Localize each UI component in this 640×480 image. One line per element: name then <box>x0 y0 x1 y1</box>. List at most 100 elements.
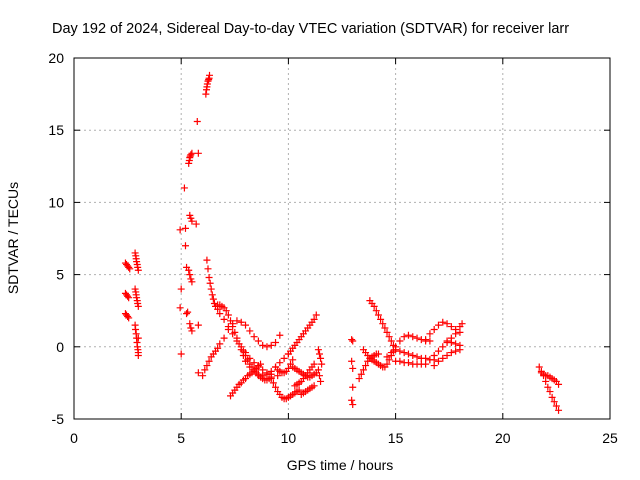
data-point <box>426 356 434 364</box>
series-arc-13.8 <box>359 346 387 371</box>
plot-frame <box>73 57 611 420</box>
data-point <box>272 383 280 391</box>
data-point <box>263 343 271 351</box>
series-arc-10.3 <box>284 311 320 358</box>
data-point <box>235 340 243 348</box>
data-point <box>205 357 213 365</box>
data-point <box>400 333 408 341</box>
data-point <box>125 294 133 302</box>
data-point <box>377 315 385 323</box>
data-point <box>177 285 185 293</box>
data-point <box>434 321 442 329</box>
data-point <box>192 220 200 228</box>
data-point <box>186 320 194 328</box>
data-point <box>359 366 367 374</box>
data-point <box>193 118 201 126</box>
series-arc-22.0 <box>535 363 563 414</box>
data-point <box>199 372 207 380</box>
data-point <box>374 311 382 319</box>
data-point <box>242 351 250 359</box>
data-point <box>387 337 395 345</box>
data-point <box>357 370 365 378</box>
data-point <box>227 317 235 325</box>
data-point <box>385 333 393 341</box>
data-point <box>124 312 132 320</box>
data-point <box>229 323 237 331</box>
data-point <box>452 340 460 348</box>
data-point <box>546 388 554 396</box>
data-point <box>348 336 356 344</box>
series-arc-5.2 <box>180 184 192 318</box>
data-point <box>544 383 552 391</box>
data-point <box>552 402 560 410</box>
y-tick-label: 10 <box>48 194 64 210</box>
data-point <box>224 325 232 333</box>
data-point <box>207 285 215 293</box>
data-point <box>422 336 430 344</box>
series-arc-11.5 <box>314 346 326 385</box>
data-point <box>555 380 563 388</box>
data-point <box>426 330 434 338</box>
data-point <box>134 351 142 359</box>
series-arc-10.8 <box>289 363 320 381</box>
data-point <box>370 302 378 310</box>
data-point <box>447 323 455 331</box>
data-point <box>250 333 258 341</box>
data-point <box>244 356 252 364</box>
data-point <box>180 184 188 192</box>
data-point <box>409 333 417 341</box>
data-point <box>185 266 193 274</box>
data-point <box>272 338 280 346</box>
series-arc-10.9b <box>297 382 318 398</box>
data-point <box>439 343 447 351</box>
data-point <box>259 341 267 349</box>
x-axis-label: GPS time / hours <box>287 457 394 473</box>
data-point <box>124 292 132 300</box>
data-point <box>222 307 230 315</box>
data-point <box>176 304 184 312</box>
data-point <box>233 317 241 325</box>
series-arc-6.0 <box>194 317 284 380</box>
data-point <box>396 337 404 345</box>
data-point <box>443 337 451 345</box>
data-point <box>548 393 556 401</box>
series-arc-5.7 <box>192 118 202 329</box>
data-point <box>348 357 356 365</box>
data-point <box>439 354 447 362</box>
series-arc-5.4 <box>185 149 196 335</box>
data-point <box>310 382 318 390</box>
data-point <box>434 347 442 355</box>
data-point <box>194 149 202 157</box>
data-point <box>220 315 228 323</box>
data-point <box>447 349 455 357</box>
data-point <box>317 354 325 362</box>
data-point <box>203 362 211 370</box>
series-arc-17.8 <box>443 320 466 349</box>
data-point <box>257 360 265 368</box>
series-arc-17.3 <box>430 346 464 370</box>
data-point <box>276 359 284 367</box>
data-point <box>447 338 455 346</box>
data-point <box>202 90 210 98</box>
data-point <box>246 327 254 335</box>
series-arc-5.0 <box>176 226 185 358</box>
data-point <box>439 318 447 326</box>
x-tick-label: 15 <box>388 430 404 446</box>
series-arc-2.9b <box>131 285 142 310</box>
data-point <box>209 295 217 303</box>
data-point <box>186 271 194 279</box>
y-tick-label: -5 <box>52 411 65 427</box>
data-point <box>314 366 322 374</box>
x-tick-label: 5 <box>177 430 185 446</box>
data-point <box>220 334 228 342</box>
data-point <box>205 273 213 281</box>
series-arc-13.0 <box>348 336 357 409</box>
data-point <box>349 383 357 391</box>
data-point <box>176 226 184 234</box>
series-arc-2.5a <box>121 259 134 273</box>
data-point <box>348 396 356 404</box>
data-point <box>409 351 417 359</box>
data-point <box>430 351 438 359</box>
data-point <box>443 320 451 328</box>
data-point <box>267 375 275 383</box>
